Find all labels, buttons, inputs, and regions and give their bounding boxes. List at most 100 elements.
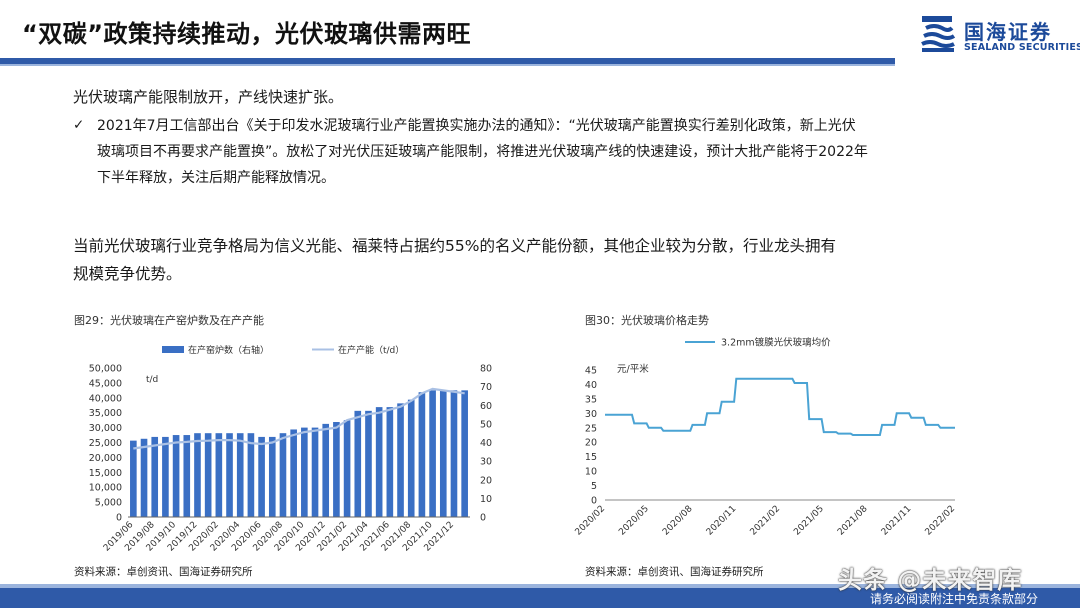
- y-tick-label: 0: [591, 496, 597, 507]
- y-tick-label: 10: [585, 467, 597, 478]
- bullet-line-1: 2021年7月工信部出台《关于印发水泥玻璃行业产能置换实施办法的通知》：“光伏玻…: [97, 118, 856, 134]
- bar-furnaces: [450, 390, 458, 517]
- bar-furnaces: [407, 399, 415, 517]
- y-left-tick-label: 45,000: [89, 378, 122, 389]
- y-right-tick-label: 60: [480, 401, 492, 412]
- y-tick-label: 45: [585, 366, 597, 377]
- x-tick-label: 2020/05: [617, 504, 651, 538]
- series-line-capacity: [133, 387, 465, 450]
- bar-furnaces: [140, 438, 148, 517]
- y-right-tick-label: 10: [480, 494, 492, 505]
- figure-30-source: 资料来源：卓创资讯、国海证券研究所: [585, 566, 764, 578]
- bar-furnaces: [333, 422, 340, 517]
- series-line-price: [605, 377, 955, 436]
- bullet-line-2: 玻璃项目不再要求产能置换”。放松了对光伏压延玻璃产能限制，将推进光伏玻璃产线的快…: [97, 144, 868, 160]
- paragraph-2-line-2: 规模竞争优势。: [73, 265, 182, 283]
- y-left-tick-label: 25,000: [89, 438, 122, 449]
- figure-29-source: 资料来源：卓创资讯、国海证券研究所: [74, 566, 253, 578]
- chart-capacity: 在产窑炉数（右轴） 在产产能（t/d） 0 5,000 10,000 15,000 20,0…: [89, 344, 492, 554]
- y-left-tick-label: 15,000: [89, 468, 122, 479]
- y-left-unit-label: t/d: [146, 375, 158, 385]
- y-right-tick-label: 30: [480, 457, 492, 468]
- x-tick-label: 2020/02: [574, 504, 608, 538]
- y-left-tick-label: 20,000: [89, 453, 122, 464]
- logo-name: 国海证券: [964, 20, 1052, 44]
- bullet-text: 2021年7月工信部出台《关于印发水泥玻璃行业产能置换实施办法的通知》：“光伏玻…: [97, 113, 987, 191]
- bar-furnaces: [429, 390, 436, 517]
- y-right-tick-label: 50: [480, 419, 492, 430]
- y-left-tick-label: 30,000: [89, 423, 122, 434]
- y-left-tick-label: 50,000: [89, 364, 122, 375]
- bar-furnaces: [204, 433, 212, 517]
- watermark: 头条 @未来智库: [838, 566, 1023, 594]
- paragraph-2: 当前光伏玻璃行业竞争格局为信义光能、福莱特占据约55%的名义产能份额，其他企业较…: [73, 232, 836, 288]
- paragraph-1: 光伏玻璃产能限制放开，产线快速扩张。: [73, 88, 344, 106]
- figure-30-caption: 图30：光伏玻璃价格走势: [585, 314, 709, 327]
- bar-furnaces: [365, 410, 372, 517]
- y-right-tick-label: 40: [480, 438, 492, 449]
- bar-furnaces: [268, 436, 276, 517]
- y-tick-label: 30: [585, 409, 597, 420]
- bar-furnaces: [258, 436, 265, 517]
- bar-furnaces: [461, 390, 468, 517]
- y-tick-label: 40: [585, 380, 597, 391]
- bar-furnaces: [322, 423, 330, 517]
- y-tick-label: 20: [585, 438, 597, 449]
- bar-furnaces: [301, 427, 308, 517]
- y-right-tick-label: 80: [480, 364, 492, 375]
- bar-furnaces: [247, 433, 255, 517]
- check-icon: ✓: [73, 117, 85, 133]
- x-tick-label: 2021/05: [792, 504, 826, 538]
- bar-furnaces: [386, 407, 394, 517]
- header-divider-light: [0, 64, 895, 66]
- bar-furnaces: [151, 436, 159, 517]
- bar-furnaces: [215, 433, 223, 517]
- y-left-tick-label: 40,000: [89, 393, 122, 404]
- bar-furnaces: [418, 392, 426, 517]
- bullet-line-3: 下半年释放，关注后期产能释放情况。: [97, 170, 335, 186]
- x-tick-label: 2020/08: [661, 504, 695, 538]
- chart-price: 3.2mm镀膜光伏玻璃均价 0 5 10 15 20 25 30 35 40 45 元/平米 2020/…: [574, 337, 958, 538]
- y-left-tick-label: 10,000: [89, 483, 122, 494]
- y-tick-label: 35: [585, 394, 597, 405]
- y-right-tick-label: 0: [480, 513, 486, 524]
- bar-furnaces: [236, 433, 244, 517]
- bar-furnaces: [290, 429, 297, 517]
- header: “双碳”政策持续推动，光伏玻璃供需两旺 国海证券 SEALAND SECURIT…: [0, 0, 1080, 66]
- x-tick-label: 2021/08: [836, 504, 870, 538]
- header-divider: [0, 58, 895, 64]
- legend-swatch-furnaces: [162, 346, 184, 353]
- bar-furnaces: [183, 435, 191, 517]
- page-title: “双碳”政策持续推动，光伏玻璃供需两旺: [22, 20, 472, 48]
- y-left-tick-label: 0: [116, 513, 122, 524]
- legend-label-furnaces: 在产窑炉数（右轴）: [188, 344, 269, 356]
- legend-label-capacity: 在产产能（t/d）: [338, 344, 404, 356]
- y-tick-label: 15: [585, 452, 597, 463]
- y-right-tick-label: 20: [480, 475, 492, 486]
- x-tick-label: 2021/11: [880, 504, 914, 538]
- disclaimer-note: 请务必阅读附注中免责条款部分: [870, 592, 1039, 606]
- footer-band: [0, 588, 1080, 608]
- bar-furnaces: [439, 390, 447, 517]
- y-tick-label: 5: [591, 481, 597, 492]
- footer-divider-light: [0, 584, 1080, 588]
- bar-furnaces: [397, 403, 404, 517]
- bar-furnaces: [375, 407, 383, 517]
- bar-furnaces: [130, 440, 137, 517]
- y-tick-label: 25: [585, 423, 597, 434]
- x-tick-label: 2022/02: [924, 504, 958, 538]
- bar-furnaces: [279, 433, 287, 517]
- bar-furnaces: [311, 427, 319, 517]
- paragraph-2-line-1: 当前光伏玻璃行业竞争格局为信义光能、福莱特占据约55%的名义产能份额，其他企业较…: [73, 237, 836, 255]
- bar-furnaces: [226, 433, 233, 517]
- bar-furnaces: [343, 420, 351, 517]
- y-left-tick-label: 35,000: [89, 408, 122, 419]
- y-right-tick-label: 70: [480, 382, 492, 393]
- bar-furnaces: [162, 436, 169, 517]
- y-unit-label: 元/平米: [617, 363, 649, 375]
- sealand-logo-icon: [921, 16, 956, 52]
- figure-29-caption: 图29：光伏玻璃在产窑炉数及在产产能: [74, 314, 264, 327]
- bar-furnaces: [354, 410, 362, 517]
- y-left-tick-label: 5,000: [95, 498, 122, 509]
- company-logo: 国海证券 SEALAND SECURITIES: [918, 14, 1080, 58]
